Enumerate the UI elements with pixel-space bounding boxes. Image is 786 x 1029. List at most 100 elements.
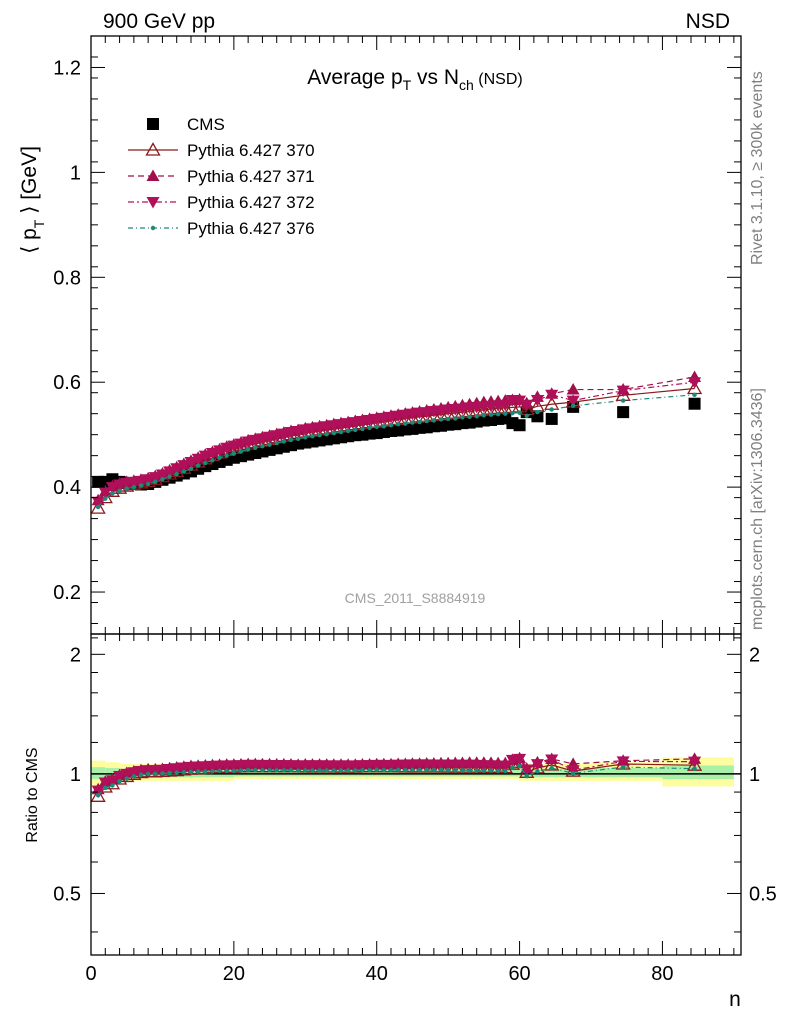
xtick-label-0: 0	[85, 963, 96, 985]
series-4-point-41	[388, 423, 394, 428]
series-3-ratio-point-0	[91, 785, 105, 798]
series-4-point-3	[117, 488, 122, 493]
series-4-ratio-point-25	[274, 768, 279, 773]
series-3-point-1	[98, 487, 112, 499]
series-4-point-5	[131, 484, 137, 490]
series-4-point-39	[374, 424, 379, 429]
series-4-point-15	[203, 460, 208, 466]
series-4-ratio-point-64	[620, 764, 626, 770]
series-4-point-19	[231, 451, 237, 456]
series-3-point-17	[213, 445, 227, 457]
series-4-ratio-point-56	[495, 768, 501, 774]
band-green-9	[662, 765, 734, 780]
legend: CMS Pythia 6.427 370 Pythia 6.427 371 Pythi…	[128, 115, 315, 238]
series-3-point-20	[234, 438, 248, 451]
main-ytick-label-4: 1	[70, 162, 81, 184]
series-4-ratio-point-20	[238, 768, 244, 773]
ratio-y-axis-label: Ratio to CMS	[24, 747, 41, 842]
series-4-ratio-point-19	[231, 768, 237, 774]
legend-label-1: Pythia 6.427 370	[187, 141, 315, 160]
series-3-ratio-point-65	[688, 756, 702, 769]
legend-label-0: CMS	[187, 115, 225, 134]
series-4-point-63	[570, 403, 576, 409]
series-4-ratio-point-36	[353, 768, 358, 773]
series-4-ratio-point-60	[524, 773, 529, 779]
series-0-point-65	[688, 397, 701, 410]
band-green-7	[519, 768, 591, 778]
legend-marker-0	[147, 118, 159, 130]
series-4-ratio-point-23	[260, 768, 265, 773]
analysis-tag: CMS_2011_S8884919	[345, 590, 486, 606]
series-4-ratio-point-8	[153, 771, 158, 777]
series-4-point-10	[167, 474, 172, 479]
series-4-ratio-point-11	[174, 770, 179, 775]
series-4-point-12	[181, 469, 187, 474]
series-3-ratio-point-64	[616, 756, 630, 768]
series-4-ratio-point-53	[474, 768, 479, 773]
legend-marker-2	[146, 169, 160, 181]
series-4-ratio-point-9	[160, 771, 165, 776]
series-4-point-65	[692, 392, 697, 397]
main-plot-title: Average pT vs Nch (NSD)	[307, 66, 522, 93]
main-ytick-label-3: 0.8	[53, 267, 81, 289]
series-3-point-7	[141, 474, 155, 486]
ratio-ytick-label-left-0: 0.5	[53, 883, 81, 905]
series-3-point-19	[227, 440, 241, 453]
series-4-ratio-point-14	[195, 769, 201, 774]
series-3-point-62	[545, 389, 559, 402]
series-4-ratio-point-43	[403, 768, 408, 773]
series-3-point-13	[184, 456, 198, 469]
series-4-ratio-point-13	[188, 769, 194, 775]
series-2-point-63	[566, 383, 580, 395]
series-4-point-22	[253, 445, 258, 450]
x-axis-label: n	[729, 988, 741, 1011]
series-4-point-24	[267, 442, 272, 447]
series-4-point-55	[488, 412, 494, 417]
xtick-label-1: 20	[223, 963, 245, 985]
main-ytick-label-5: 1.2	[53, 57, 81, 79]
main-series-layer	[90, 370, 703, 514]
series-4-point-45	[417, 419, 422, 425]
series-4-ratio-point-65	[692, 766, 697, 771]
series-4-ratio-point-50	[453, 768, 458, 773]
series-4-point-21	[245, 447, 251, 452]
series-4-ratio-point-6	[138, 772, 144, 777]
series-0-point-59	[513, 419, 526, 432]
series-4-ratio-point-12	[181, 770, 187, 775]
series-4-ratio-point-48	[438, 767, 444, 773]
series-4-point-32	[324, 431, 329, 437]
axes-layer: 0.2 0.4 0.6 0.8 1 1.2 0 20 40 60 80 0.5 0.5 1 1 2 2	[53, 35, 777, 985]
band-green-6	[376, 769, 520, 777]
series-3-point-12	[177, 460, 191, 472]
series-4-point-16	[210, 458, 215, 463]
series-4-point-25	[274, 440, 279, 446]
series-3-ratio-point-2	[105, 775, 119, 787]
mcplots-label: mcplots.cern.ch [arXiv:1306.3436]	[749, 388, 766, 630]
series-4-point-62	[549, 407, 554, 412]
series-4-ratio-point-18	[224, 768, 229, 774]
series-4-ratio-point-55	[488, 768, 494, 773]
ratio-ytick-label-left-2: 2	[70, 644, 81, 666]
series-3-ratio-point-62	[545, 754, 559, 767]
main-ytick-label-0: 0.2	[53, 582, 81, 604]
series-4-point-38	[367, 425, 372, 431]
series-3-point-0	[91, 496, 105, 509]
series-4-ratio-point-54	[481, 768, 487, 773]
series-4-point-20	[238, 449, 244, 454]
series-4-point-7	[145, 481, 151, 487]
ratio-ytick-label-left-1: 1	[70, 764, 81, 786]
series-4-point-8	[153, 479, 158, 485]
series-4-point-61	[535, 409, 540, 415]
series-3-ratio-point-1	[98, 777, 112, 790]
series-4-point-13	[188, 466, 194, 471]
series-4-ratio-point-44	[410, 767, 415, 773]
series-4-ratio-point-61	[535, 769, 540, 774]
series-4-ratio-point-5	[131, 774, 137, 779]
series-4-point-34	[338, 429, 344, 435]
legend-label-4: Pythia 6.427 376	[187, 219, 315, 238]
series-4-point-23	[260, 444, 265, 449]
series-4-ratio-point-29	[303, 768, 308, 773]
series-4-point-60	[524, 413, 529, 418]
series-3-point-14	[191, 453, 205, 466]
series-4-ratio-point-21	[245, 768, 251, 773]
